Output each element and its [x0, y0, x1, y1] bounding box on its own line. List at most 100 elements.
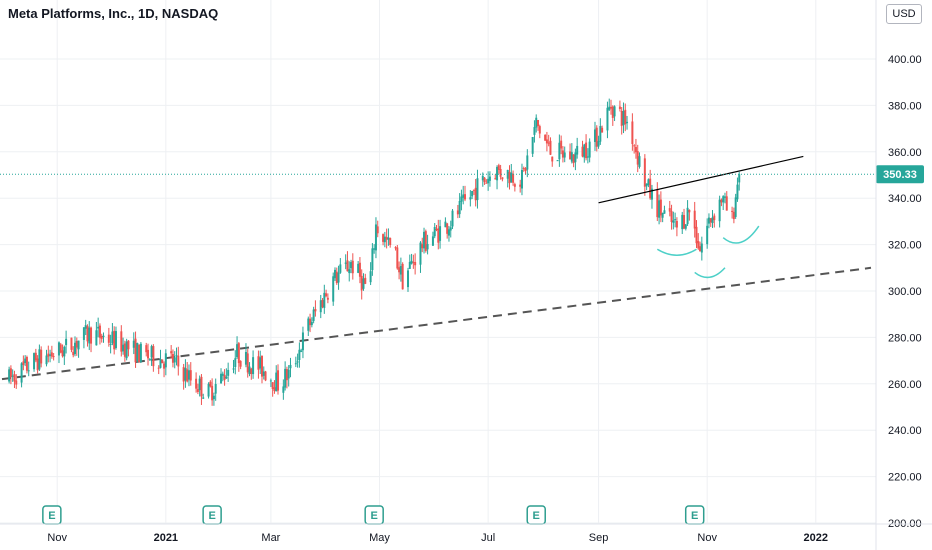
- candle-body: [277, 370, 280, 391]
- grid: [0, 0, 876, 524]
- candle-body: [681, 214, 684, 230]
- candle-body: [57, 342, 60, 356]
- earnings-marker-label: E: [48, 510, 55, 522]
- time-tick-label: May: [369, 532, 390, 544]
- candle-body: [225, 376, 228, 379]
- currency-button[interactable]: USD: [886, 4, 922, 24]
- candle-body: [421, 244, 424, 249]
- time-tick-label: Jul: [481, 532, 495, 544]
- candle-body: [658, 200, 661, 218]
- candle-body: [650, 188, 653, 200]
- candle-body: [120, 331, 123, 352]
- support-trendline[interactable]: [1, 266, 872, 381]
- shoulder-arc[interactable]: [656, 248, 697, 256]
- candle-body: [684, 224, 687, 229]
- candle-body: [414, 262, 417, 266]
- candle-body: [638, 156, 641, 167]
- candle-body: [387, 237, 390, 240]
- candle-body: [25, 356, 28, 371]
- price-axis[interactable]: 200.00220.00240.00260.00280.00300.00320.…: [875, 0, 922, 550]
- candle-body: [439, 226, 442, 241]
- candle-body: [437, 228, 440, 243]
- candle-body: [27, 370, 30, 372]
- chart-title: Meta Platforms, Inc., 1D, NASDAQ: [8, 6, 219, 21]
- candle-body: [435, 229, 438, 231]
- candle-body: [74, 342, 77, 355]
- candle-body: [113, 330, 116, 350]
- time-axis[interactable]: Nov 2021 Mar May Jul Sep Nov 2022: [0, 523, 932, 544]
- candle-body: [209, 381, 212, 387]
- candle-body: [396, 247, 399, 269]
- candle-body: [351, 260, 354, 274]
- price-tick-label: 280.00: [888, 332, 922, 344]
- candle-body: [444, 221, 447, 228]
- earnings-marker[interactable]: E: [364, 505, 384, 525]
- candle-body: [259, 357, 262, 369]
- candle-body: [33, 353, 36, 370]
- earnings-marker[interactable]: E: [684, 505, 705, 525]
- candle-body: [620, 110, 623, 126]
- candle-body: [207, 383, 210, 397]
- candle-body: [20, 363, 23, 383]
- candle-body: [307, 318, 310, 331]
- candle-body: [522, 167, 525, 169]
- shoulder-arc[interactable]: [722, 225, 760, 244]
- candle-body: [333, 269, 336, 279]
- candle-body: [147, 349, 150, 359]
- candle-body: [481, 175, 484, 181]
- candle-body: [385, 236, 388, 240]
- candle-body: [447, 229, 450, 236]
- candle-body: [634, 147, 637, 153]
- candle-body: [713, 215, 716, 221]
- candle-body: [346, 260, 349, 272]
- candle-body: [264, 371, 267, 381]
- candle-body: [8, 369, 11, 382]
- candle-body: [706, 225, 709, 245]
- candle-body: [50, 352, 53, 357]
- candle-body: [348, 269, 351, 274]
- earnings-marker[interactable]: E: [42, 505, 62, 525]
- earnings-marker[interactable]: E: [202, 505, 222, 525]
- candle-body: [136, 343, 139, 362]
- candle-body: [738, 174, 741, 183]
- candle-body: [407, 270, 410, 288]
- candle-body: [570, 152, 573, 162]
- candle-body: [574, 152, 577, 163]
- earnings-marker[interactable]: E: [526, 505, 546, 525]
- candle-body: [75, 340, 78, 348]
- candle-body: [520, 169, 523, 189]
- candle-body: [695, 226, 698, 244]
- candle-body: [601, 127, 604, 133]
- candle-body: [312, 309, 315, 321]
- drawings-front[interactable]: [598, 155, 804, 279]
- shoulder-arc[interactable]: [694, 267, 726, 279]
- candle-body: [463, 194, 466, 200]
- candle-body: [332, 276, 335, 302]
- candle-body: [326, 297, 329, 300]
- price-tick-label: 360.00: [888, 147, 922, 159]
- candle-body: [49, 354, 52, 356]
- candle-body: [95, 330, 98, 346]
- candle-body: [410, 260, 413, 264]
- candle-body: [196, 389, 199, 392]
- candle-body: [111, 331, 114, 344]
- candle-body: [412, 261, 415, 263]
- candle-body: [389, 237, 392, 245]
- candle-body: [358, 262, 361, 277]
- price-tick-label: 320.00: [888, 240, 922, 252]
- candle-body: [563, 152, 566, 158]
- candle-body: [483, 177, 486, 183]
- candle-body: [499, 168, 502, 177]
- candle-body: [273, 387, 276, 391]
- candle-body: [496, 167, 499, 181]
- candle-body: [82, 327, 85, 340]
- candle-body: [371, 248, 374, 271]
- candle-body: [282, 386, 285, 393]
- candle-body: [296, 361, 299, 363]
- candle-body: [533, 127, 536, 135]
- candle-body: [722, 196, 725, 203]
- time-tick-label: Sep: [589, 532, 609, 544]
- neckline-trendline[interactable]: [598, 155, 804, 204]
